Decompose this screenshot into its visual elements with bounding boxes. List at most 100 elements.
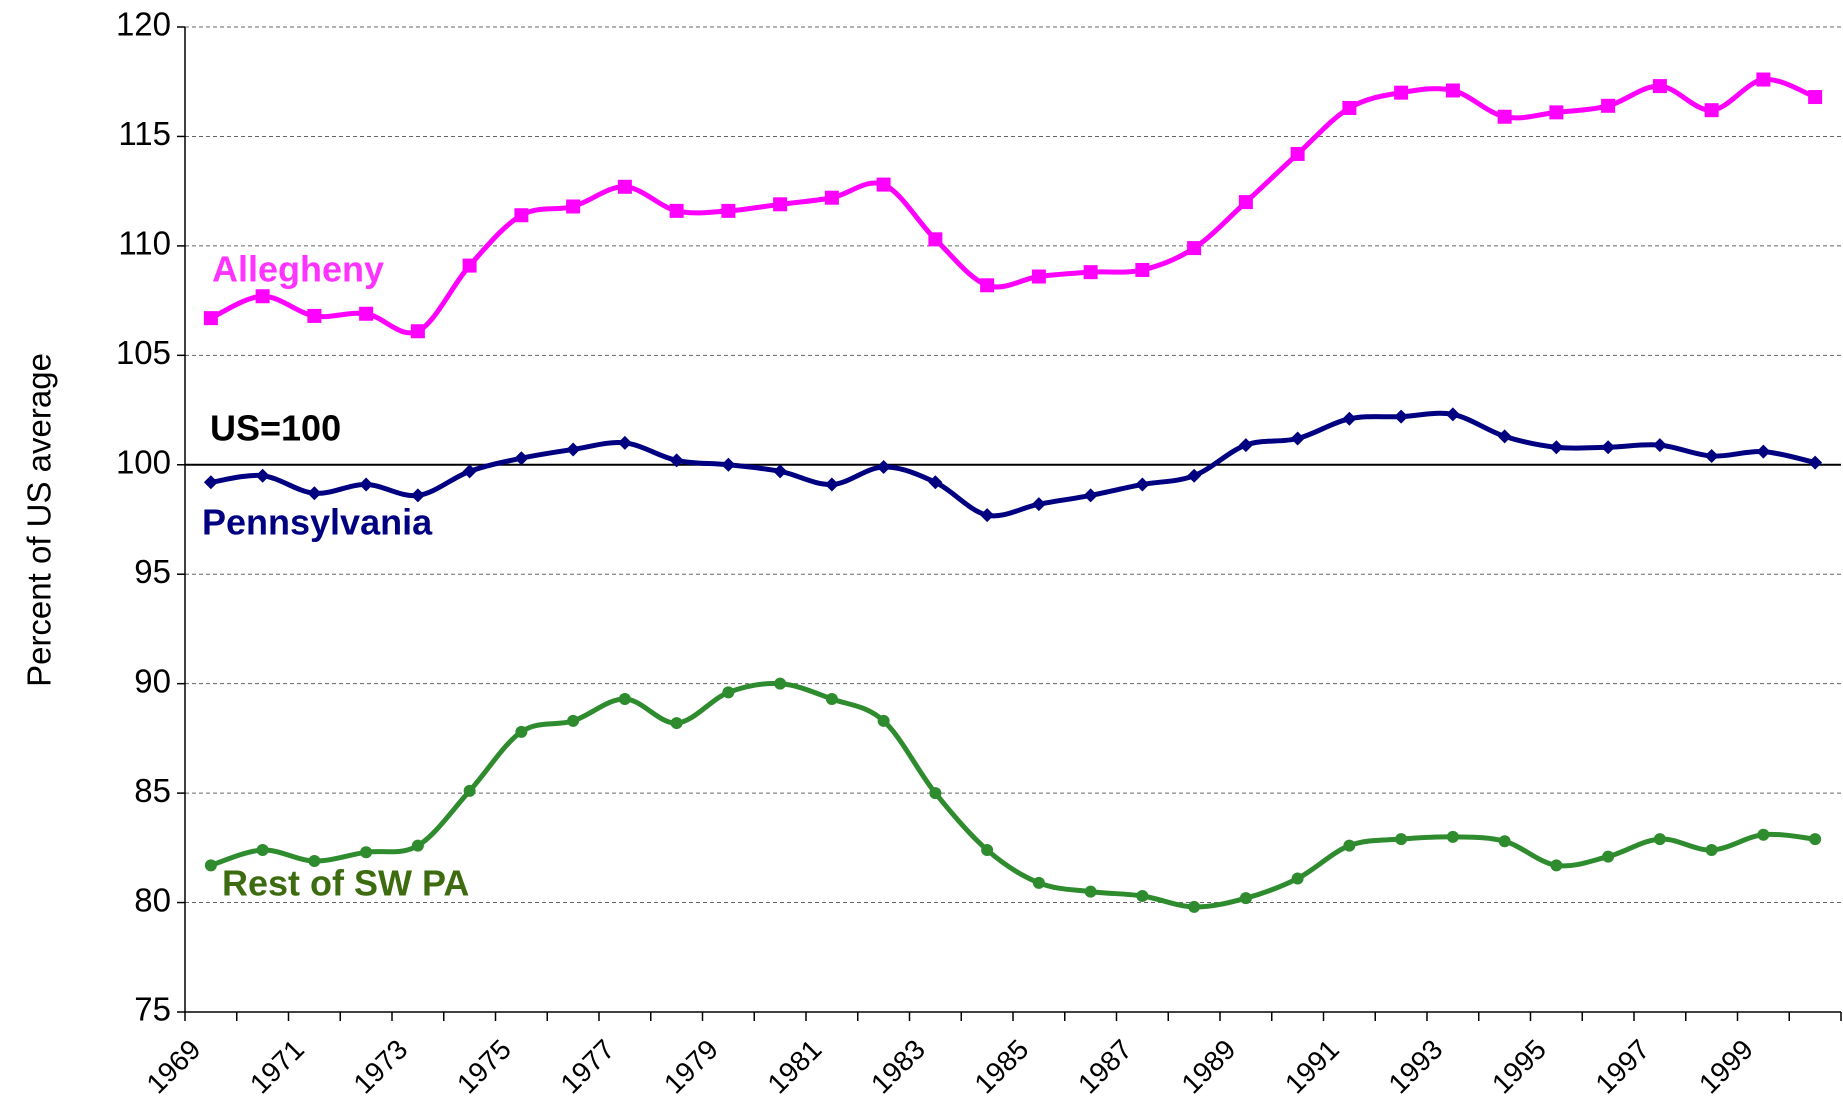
marker (981, 844, 994, 857)
marker (1187, 241, 1202, 256)
x-tick-label: 1991 (1279, 1034, 1345, 1100)
marker (1343, 839, 1356, 852)
marker (928, 232, 943, 247)
x-tick-label: 1983 (865, 1034, 931, 1100)
marker (877, 714, 890, 727)
x-tick-label: 1987 (1072, 1034, 1138, 1100)
marker (876, 459, 891, 474)
marker (307, 486, 322, 501)
marker (1808, 455, 1823, 470)
marker (1394, 85, 1409, 100)
marker (928, 475, 943, 490)
marker (617, 179, 632, 194)
x-tick-label: 1979 (658, 1034, 724, 1100)
marker (773, 197, 788, 212)
marker (1652, 79, 1667, 94)
marker (824, 477, 839, 492)
marker (1188, 900, 1201, 913)
marker (1497, 109, 1512, 124)
y-tick-label: 115 (118, 115, 171, 152)
marker (360, 846, 373, 859)
marker (1031, 269, 1046, 284)
marker (1239, 892, 1252, 905)
y-tick-label: 100 (116, 443, 171, 480)
marker (1083, 488, 1098, 503)
marker (255, 468, 270, 483)
marker (929, 787, 942, 800)
marker (203, 475, 218, 490)
marker (566, 442, 581, 457)
marker (980, 278, 995, 293)
x-tick-label: 1971 (244, 1034, 310, 1100)
reference-label: US=100 (210, 407, 341, 448)
x-tick-label: 1969 (140, 1034, 206, 1100)
marker (1290, 431, 1305, 446)
marker (567, 714, 580, 727)
marker (256, 844, 269, 857)
y-tick-label: 80 (134, 881, 171, 918)
marker (1756, 444, 1771, 459)
x-tick-label: 1995 (1486, 1034, 1552, 1100)
y-axis-label: Percent of US average (21, 353, 58, 687)
marker (1602, 850, 1615, 863)
x-tick-label: 1989 (1175, 1034, 1241, 1100)
marker (1238, 195, 1253, 210)
marker (1652, 438, 1667, 453)
marker (462, 464, 477, 479)
marker (1446, 830, 1459, 843)
series-label: Rest of SW PA (222, 863, 469, 904)
marker (618, 692, 631, 705)
marker (410, 488, 425, 503)
marker (1705, 844, 1718, 857)
marker (876, 177, 891, 192)
y-tick-label: 105 (116, 334, 171, 371)
x-tick-label: 1977 (554, 1034, 620, 1100)
marker (1084, 885, 1097, 898)
marker (1497, 429, 1512, 444)
y-tick-label: 90 (134, 662, 171, 699)
marker (980, 508, 995, 523)
x-tick-label: 1993 (1382, 1034, 1448, 1100)
marker (721, 457, 736, 472)
marker (1549, 440, 1564, 455)
x-tick-label: 1981 (761, 1034, 827, 1100)
y-tick-label: 110 (118, 225, 171, 262)
marker (1135, 262, 1150, 277)
y-tick-label: 85 (134, 772, 171, 809)
marker (1342, 100, 1357, 115)
marker (1601, 98, 1616, 113)
marker (670, 717, 683, 730)
marker (669, 203, 684, 218)
marker (307, 308, 322, 323)
marker (1032, 876, 1045, 889)
marker (1031, 497, 1046, 512)
y-tick-label: 95 (134, 553, 171, 590)
marker (462, 258, 477, 273)
marker (1756, 72, 1771, 87)
marker (1653, 833, 1666, 846)
x-tick-label: 1985 (968, 1034, 1034, 1100)
series-label: Pennsylvania (202, 502, 433, 543)
marker (825, 692, 838, 705)
marker (1704, 449, 1719, 464)
x-tick-label: 1973 (347, 1034, 413, 1100)
marker (1601, 440, 1616, 455)
marker (1394, 409, 1409, 424)
marker (1445, 83, 1460, 98)
marker (1704, 103, 1719, 118)
marker (774, 677, 787, 690)
marker (1135, 477, 1150, 492)
marker (1291, 872, 1304, 885)
marker (566, 199, 581, 214)
marker (359, 477, 374, 492)
marker (1238, 438, 1253, 453)
marker (1290, 146, 1305, 161)
y-tick-label: 120 (116, 6, 171, 43)
marker (1498, 835, 1511, 848)
x-tick-label: 1975 (451, 1034, 517, 1100)
marker (515, 725, 528, 738)
marker (1342, 411, 1357, 426)
marker (514, 208, 529, 223)
marker (255, 289, 270, 304)
marker (1757, 828, 1770, 841)
